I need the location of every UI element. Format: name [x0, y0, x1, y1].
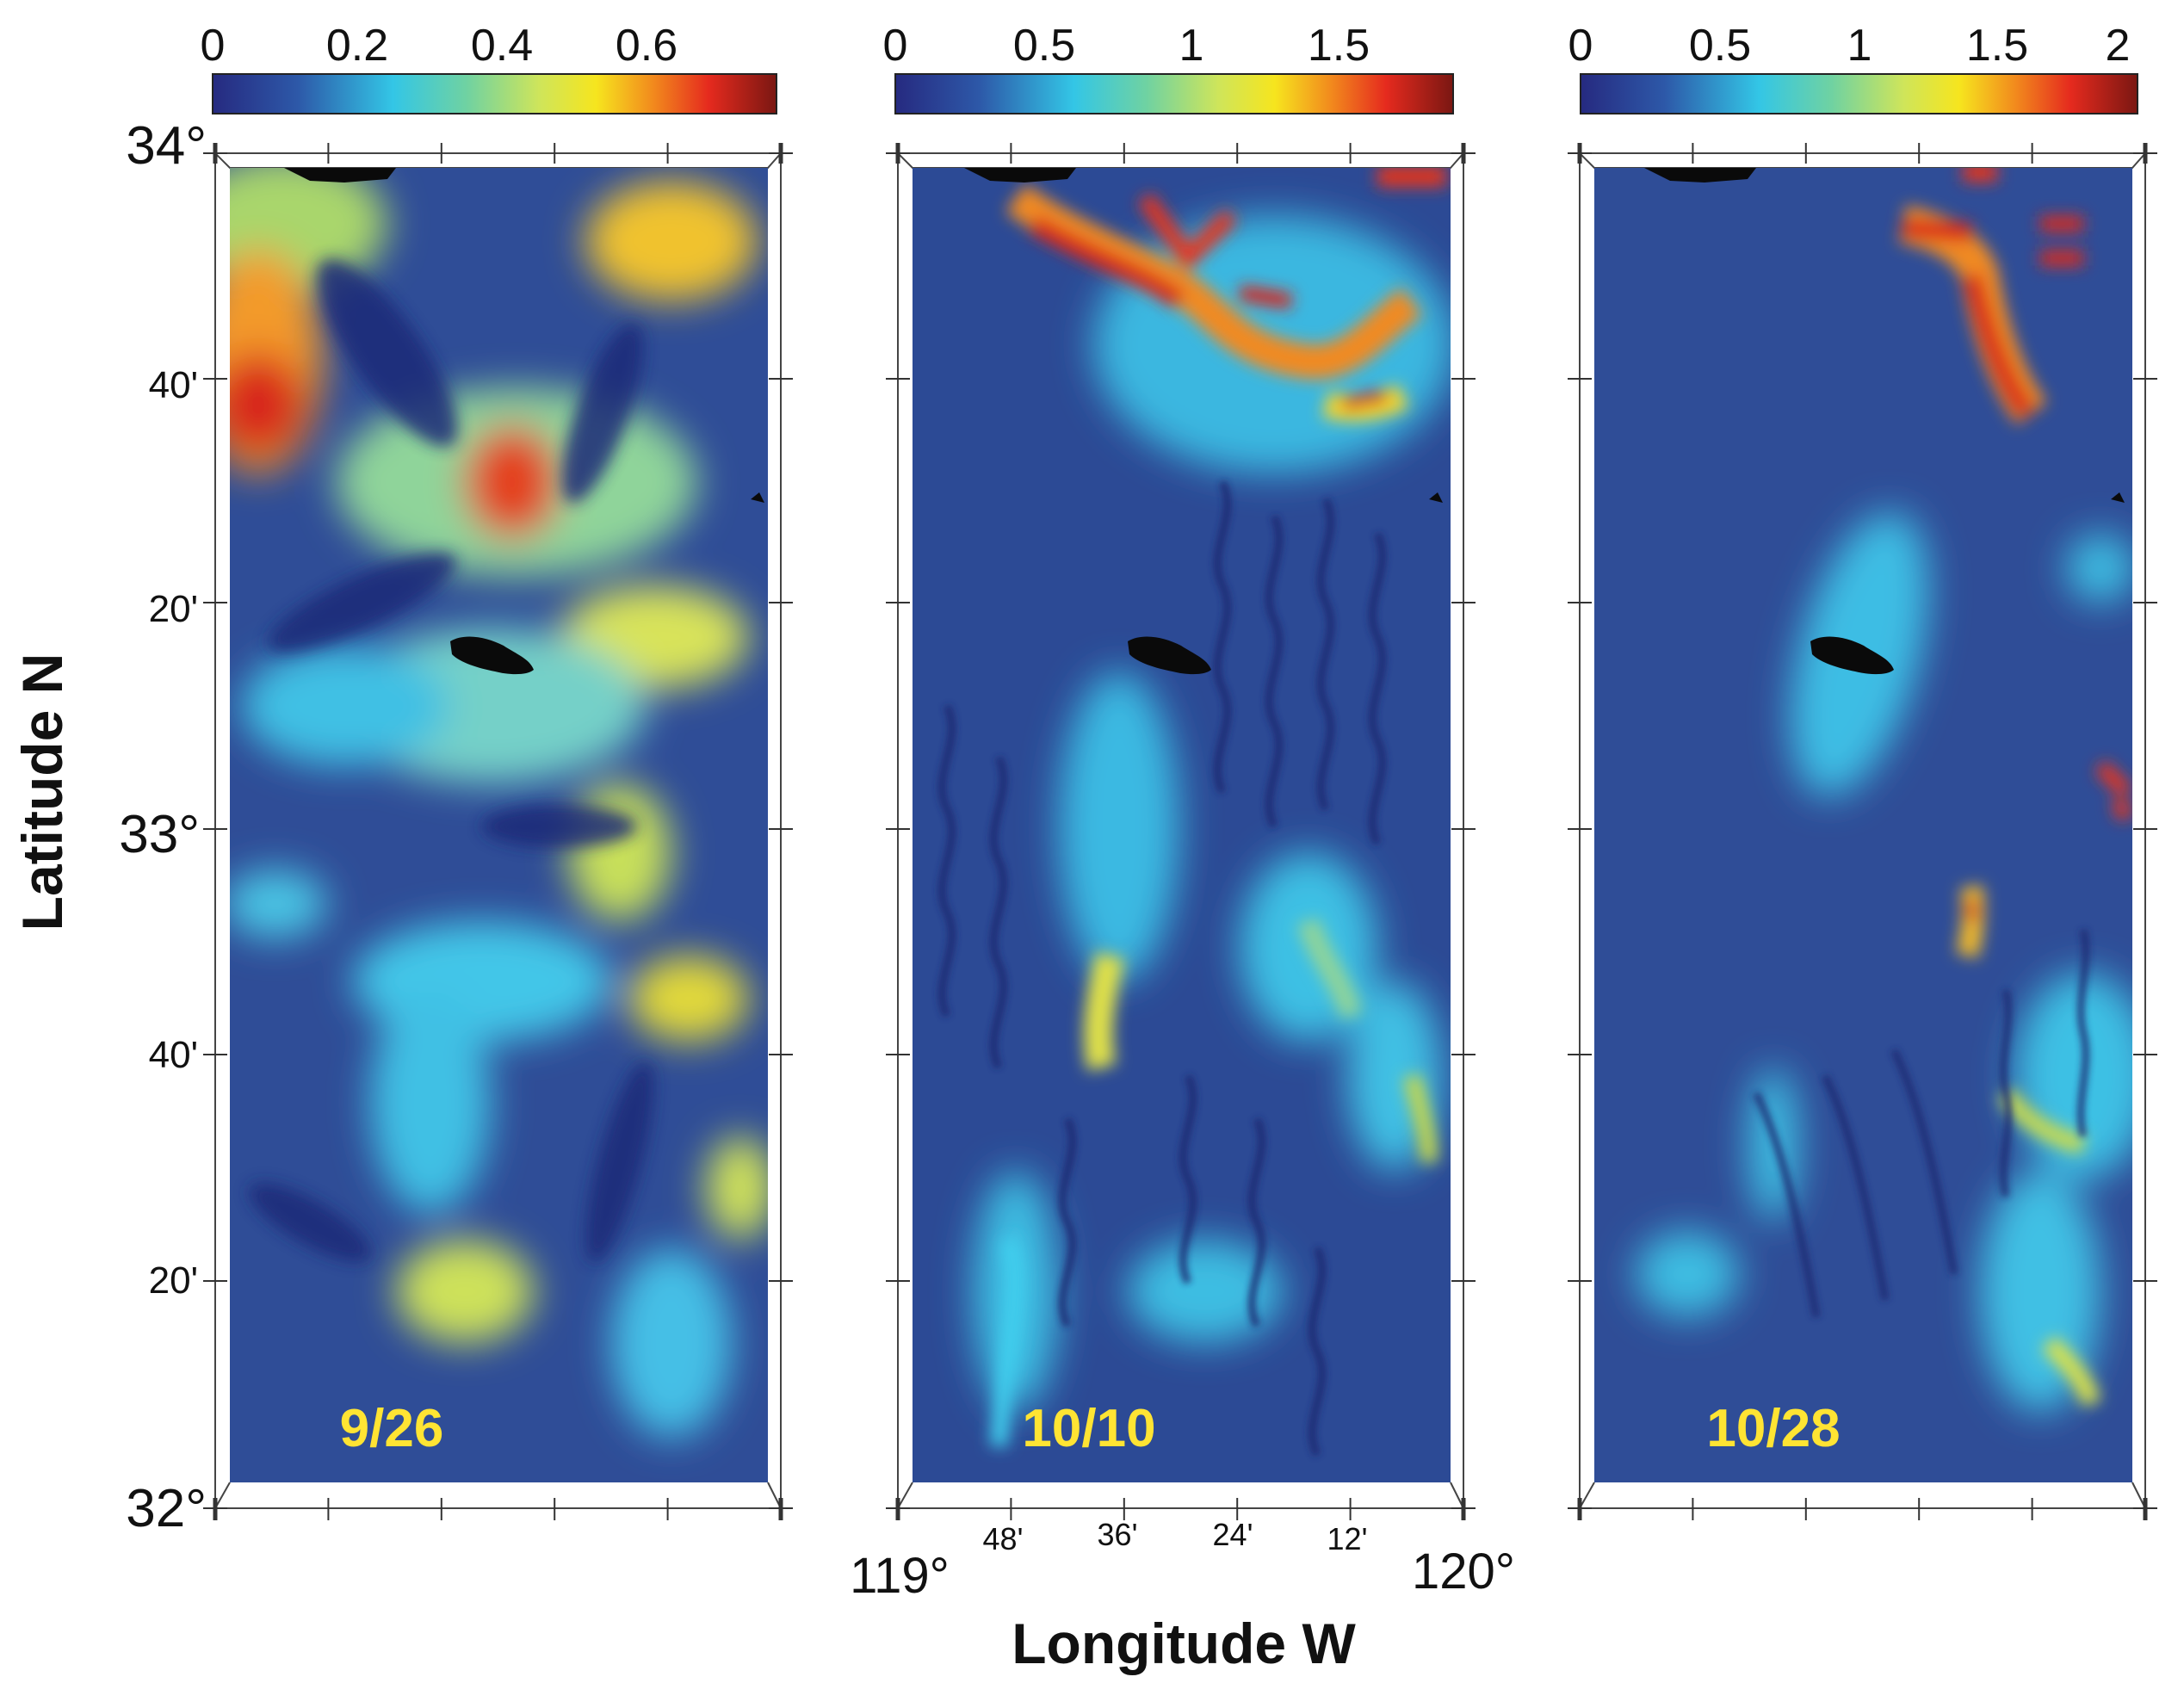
lat-tick-label: 33°	[119, 805, 200, 864]
colorbar-tick: 0.5	[1013, 21, 1075, 71]
colorbar-10-10	[894, 73, 1454, 114]
panel-date-label: 9/26	[340, 1399, 444, 1458]
x-axis-title: Longitude W	[1012, 1612, 1356, 1675]
lon-tick-label: 24'	[1213, 1517, 1253, 1552]
colorbar-tick: 1.5	[1308, 21, 1370, 71]
island-santa-catalina	[1810, 636, 1894, 675]
latitude-tick-labels: 34° 40' 20' 33° 40' 20' 32°	[119, 116, 207, 1538]
speed-field	[1594, 168, 2132, 1482]
speed-field	[913, 168, 1451, 1482]
colorbar-9-26	[212, 73, 777, 114]
y-axis-title: Latitude N	[10, 653, 74, 931]
colorbar-tick: 0.6	[616, 21, 677, 71]
colorbar-tick: 1.5	[1966, 21, 2028, 71]
axis-tick-marks	[203, 143, 2157, 1520]
colorbar-tick: 0.5	[1689, 21, 1751, 71]
colorbar-tick: 0	[883, 21, 908, 71]
colorbar-tick: 2	[2106, 21, 2131, 71]
coastline	[1644, 168, 1756, 183]
colorbar-tick: 0.2	[326, 21, 388, 71]
lon-tick-label: 120°	[1412, 1544, 1515, 1599]
lat-tick-label: 32°	[126, 1479, 207, 1538]
lon-tick-label: 48'	[983, 1521, 1024, 1556]
colorbar-tick: 1	[1847, 21, 1872, 71]
island-small	[2111, 492, 2125, 503]
coastline	[284, 168, 396, 183]
colorbar-tick: 0.4	[471, 21, 533, 71]
island-small	[751, 492, 764, 503]
colorbar-ticks-10-28: 0 0.5 1 1.5 2	[1568, 21, 2131, 71]
lon-tick-label: 12'	[1327, 1521, 1368, 1556]
colorbar-ticks-10-10: 0 0.5 1 1.5	[883, 21, 1370, 71]
lat-tick-label: 34°	[126, 116, 207, 176]
colorbar-tick: 0	[1568, 21, 1593, 71]
island-santa-catalina	[450, 636, 534, 675]
lon-tick-label: 36'	[1098, 1517, 1138, 1552]
lat-tick-label: 20'	[149, 1259, 198, 1302]
colorbar-10-28	[1580, 73, 2138, 114]
lat-tick-label: 40'	[149, 1034, 198, 1076]
lat-tick-label: 40'	[149, 364, 198, 406]
lon-tick-label: 119°	[850, 1548, 950, 1604]
lat-tick-label: 20'	[149, 588, 198, 630]
colorbar-tick: 0	[201, 21, 226, 71]
colorbar-tick: 1	[1179, 21, 1204, 71]
speed-field	[230, 168, 768, 1482]
longitude-tick-labels: 119° 48' 36' 24' 12' 120°	[850, 1517, 1515, 1604]
panel-date-label: 10/28	[1706, 1399, 1840, 1458]
coastline	[964, 168, 1076, 183]
map-panel-9-26: 9/26	[213, 152, 783, 1509]
panel-date-label: 10/10	[1022, 1399, 1155, 1458]
island-small	[1429, 492, 1443, 503]
colorbar-ticks-9-26: 0 0.2 0.4 0.6	[201, 21, 678, 71]
island-santa-catalina	[1128, 636, 1211, 675]
map-panel-10-10: 10/10	[895, 152, 1466, 1509]
map-panel-10-28: 10/28	[1577, 152, 2148, 1509]
